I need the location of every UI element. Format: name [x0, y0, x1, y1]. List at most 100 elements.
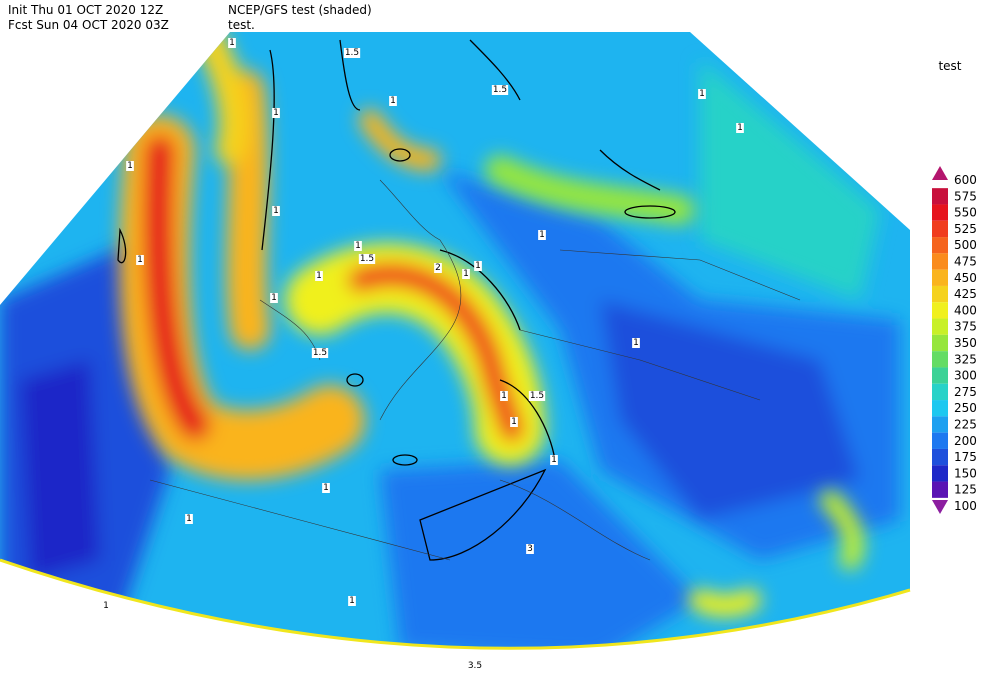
legend-swatch — [932, 334, 948, 352]
contour-label-box — [343, 48, 361, 58]
contour-label: 1 — [186, 514, 192, 524]
legend-swatch — [932, 400, 948, 417]
legend-swatch — [932, 220, 948, 238]
contour-label-box — [434, 263, 442, 273]
contour-label-box — [136, 255, 144, 265]
contour-label: 1 — [103, 601, 109, 611]
init-text: Init Thu 01 OCT 2020 12Z — [8, 3, 163, 17]
contour-label: 2 — [435, 263, 441, 273]
legend-label: 600 — [954, 173, 977, 187]
contour-label-box — [185, 514, 193, 524]
legend-label: 175 — [954, 450, 977, 464]
legend-swatch — [932, 416, 948, 433]
contour-label-box — [550, 455, 558, 465]
contour-label: 1 — [127, 161, 133, 171]
contour-label-box — [270, 293, 278, 303]
contour-label: 3.5 — [468, 661, 482, 671]
legend-label: 375 — [954, 320, 977, 334]
contour-label-box — [632, 338, 640, 348]
legend-label: 100 — [954, 499, 977, 513]
legend-label: 500 — [954, 238, 977, 252]
contour-label-box — [698, 89, 706, 99]
legend-swatch — [932, 448, 948, 466]
legend-swatch — [932, 237, 948, 254]
contour-labels: 1 1.5 1 1.5 1 1 1 1 1 1 1 1 1.5 2 1 1 1 1.5 1 1.5 1 1 1 1 1 1 3 1 1 3… — [102, 38, 744, 671]
legend-label: 275 — [954, 385, 977, 399]
legend-swatch — [932, 432, 948, 449]
fcst-text: Fcst Sun 04 OCT 2020 03Z — [8, 18, 169, 32]
legend: 600 575 550 525 500 475 450 425 400 375 350 325 300 2… — [932, 166, 977, 514]
contour-label-box — [322, 483, 330, 493]
contour-label-box — [389, 96, 397, 106]
contour-label-box — [526, 544, 534, 554]
legend-arrow — [932, 500, 948, 514]
legend-label: 525 — [954, 222, 977, 236]
contour-label: 1 — [390, 96, 396, 106]
contour-label: 1 — [273, 206, 279, 216]
contour-label: 1 — [501, 391, 507, 401]
contour-label-box — [311, 348, 329, 358]
legend-swatch — [932, 481, 948, 498]
legend-label: 350 — [954, 336, 977, 350]
contour-label: 1.5 — [360, 254, 374, 264]
legend-swatch — [932, 465, 948, 482]
contour-label-box — [228, 38, 236, 48]
contour-label: 1.5 — [313, 348, 327, 358]
legend-label: 550 — [954, 206, 977, 220]
contour-label: 1 — [349, 596, 355, 606]
contour-label-box — [466, 661, 484, 671]
contour-label-box — [126, 161, 134, 171]
legend-label: 325 — [954, 352, 977, 366]
legend-title: test — [938, 59, 961, 73]
legend-swatch — [932, 302, 948, 319]
contour-label: 3 — [527, 544, 533, 554]
legend-swatch — [932, 351, 948, 368]
contour-label-box — [736, 123, 744, 133]
legend-label: 300 — [954, 369, 977, 383]
contour-label: 1.5 — [530, 391, 544, 401]
contour-label-box — [510, 417, 518, 427]
legend-swatch — [932, 383, 948, 401]
legend-label: 250 — [954, 401, 977, 415]
contour-label-box — [354, 241, 362, 251]
contour-label: 1 — [511, 417, 517, 427]
legend-swatch — [932, 253, 948, 270]
contour-label: 1 — [271, 293, 277, 303]
legend-label: 125 — [954, 483, 977, 497]
legend-label: 475 — [954, 255, 977, 269]
legend-label: 575 — [954, 189, 977, 203]
contour-label-box — [272, 108, 280, 118]
contour-label: 1 — [229, 38, 235, 48]
legend-label: 425 — [954, 287, 977, 301]
contour-label: 1 — [316, 271, 322, 281]
legend-label: 150 — [954, 466, 977, 480]
legend-swatch — [932, 269, 948, 286]
contour-label-box — [272, 206, 280, 216]
legend-swatch — [932, 318, 948, 335]
contour-label: 1 — [475, 261, 481, 271]
contour-label: 1 — [633, 338, 639, 348]
contour-label: 1 — [699, 89, 705, 99]
contour-label: 1 — [551, 455, 557, 465]
contour-label-box — [348, 596, 356, 606]
contour-label-box — [462, 269, 470, 279]
contour-label: 1.5 — [345, 48, 359, 58]
legend-label: 200 — [954, 434, 977, 448]
legend-label: 225 — [954, 418, 977, 432]
legend-swatch — [932, 204, 948, 221]
contour-label-box — [500, 391, 508, 401]
legend-arrow — [932, 166, 948, 180]
contour-label-box — [358, 254, 376, 264]
contour-label-box — [315, 271, 323, 281]
legend-swatch — [932, 188, 948, 205]
contour-label: 1 — [355, 241, 361, 251]
contour-label: 1.5 — [493, 85, 507, 95]
contour-label: 1 — [137, 255, 143, 265]
contour-label-box — [102, 601, 110, 611]
map-field — [0, 32, 910, 649]
contour-label: 1 — [323, 483, 329, 493]
contour-label-box — [491, 85, 509, 95]
contour-label: 1 — [737, 123, 743, 133]
contour-label: 1 — [539, 230, 545, 240]
contour-label-box — [538, 230, 546, 240]
